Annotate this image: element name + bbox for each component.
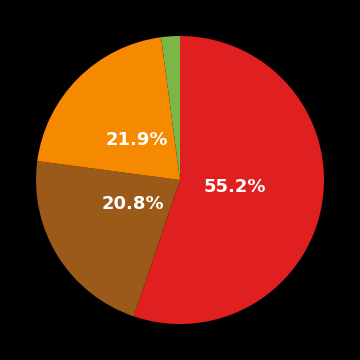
Text: 20.8%: 20.8% [101,195,164,213]
Wedge shape [37,37,180,180]
Text: 21.9%: 21.9% [105,131,168,149]
Wedge shape [134,36,324,324]
Text: 55.2%: 55.2% [203,178,266,196]
Wedge shape [36,161,180,316]
Wedge shape [161,36,180,180]
